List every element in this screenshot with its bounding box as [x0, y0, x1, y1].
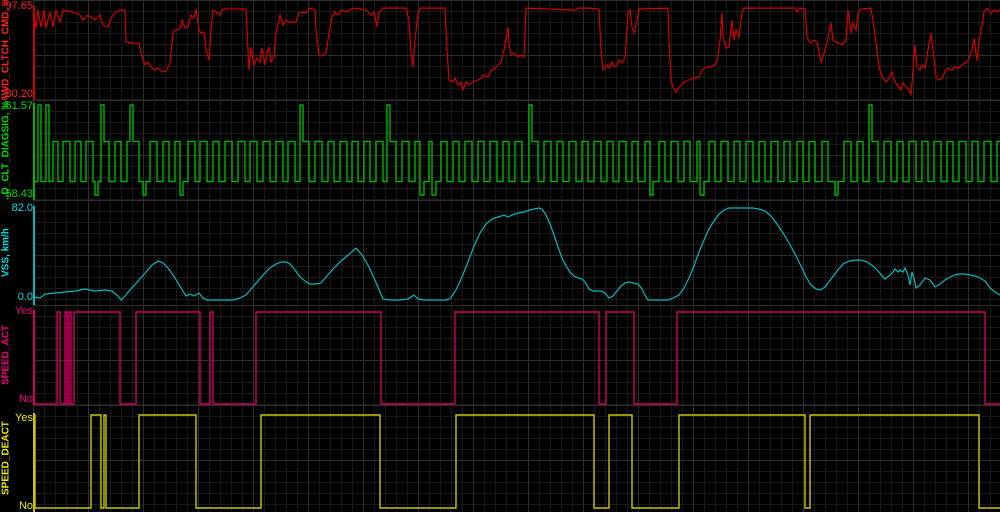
channel-gutter: SPEED_ACT Yes No	[0, 305, 33, 405]
trace	[33, 207, 1000, 301]
channel-max-label: 97.65	[5, 0, 33, 12]
channel-min-label: 58.43	[5, 188, 33, 200]
channel-gutter: ..D_CLT_DIAGSIG, % 61.57 58.43	[0, 100, 33, 200]
channel-name-label: VSS, km/h	[0, 228, 12, 277]
channel-name-label: ..D_CLT_DIAGSIG, %	[0, 100, 12, 200]
plot-area-vss[interactable]	[33, 200, 1000, 305]
trace	[33, 7, 1000, 96]
channel-max-label: 82.0	[11, 202, 33, 214]
channel-min-label: 30.20	[5, 88, 33, 100]
channel-min-label: No	[18, 393, 33, 405]
trace	[33, 311, 1000, 405]
plot-area-speed-act[interactable]	[33, 305, 1000, 405]
channel-gutter: VSS, km/h 82.0 0.0	[0, 200, 33, 305]
channel-panel-speed-deact: SPEED_DEACT Yes No	[0, 405, 1000, 512]
channel-name-label: SPEED_DEACT	[0, 421, 12, 496]
channel-max-label: Yes	[15, 305, 33, 317]
channel-panel-awd-cltch-cmd: AWD_CLTCH_CMD, % 97.65 30.20	[0, 0, 1000, 100]
channel-panel-vss: VSS, km/h 82.0 0.0	[0, 200, 1000, 305]
trace	[33, 104, 1000, 196]
channel-name-label: AWD_CLTCH_CMD, %	[0, 0, 12, 100]
channel-panel-speed-act: SPEED_ACT Yes No	[0, 305, 1000, 405]
channel-gutter: AWD_CLTCH_CMD, % 97.65 30.20	[0, 0, 33, 100]
channel-min-label: No	[18, 500, 33, 512]
channel-panel-clt-diagsig: ..D_CLT_DIAGSIG, % 61.57 58.43	[0, 100, 1000, 200]
plot-area-awd-cltch-cmd[interactable]	[33, 0, 1000, 100]
channel-max-label: Yes	[15, 412, 33, 424]
plot-area-speed-deact[interactable]	[33, 405, 1000, 512]
channel-max-label: 61.57	[5, 100, 33, 112]
channel-min-label: 0.0	[17, 291, 33, 303]
plot-area-clt-diagsig[interactable]	[33, 100, 1000, 200]
channel-name-label: SPEED_ACT	[0, 325, 12, 386]
trace	[33, 414, 1000, 509]
channel-gutter: SPEED_DEACT Yes No	[0, 405, 33, 512]
